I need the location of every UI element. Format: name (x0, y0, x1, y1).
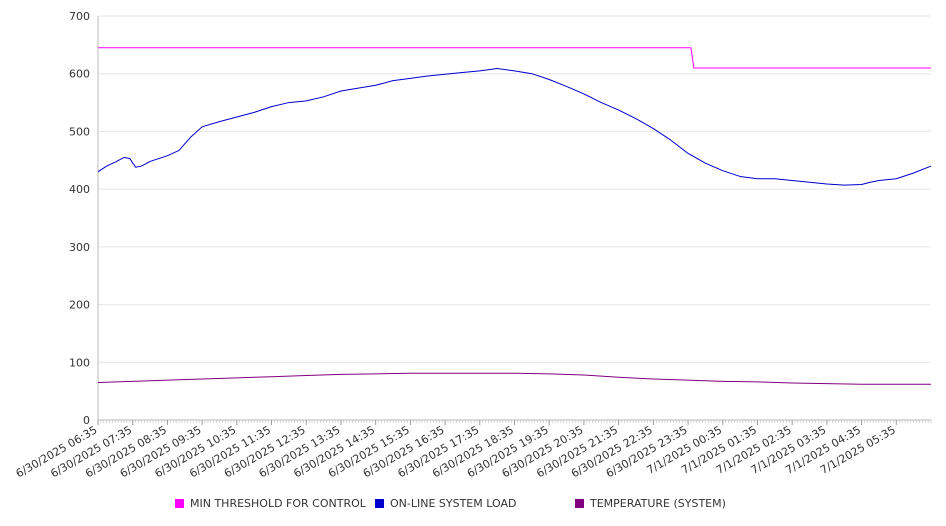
y-tick-label: 100 (69, 356, 90, 369)
legend-label-load: ON-LINE SYSTEM LOAD (390, 497, 517, 510)
legend-item-threshold[interactable]: MIN THRESHOLD FOR CONTROL (175, 497, 366, 510)
x-tick-labels: 6/30/2025 06:356/30/2025 07:356/30/2025 … (14, 423, 898, 480)
series-line-load (97, 68, 932, 186)
legend-item-temperature[interactable]: TEMPERATURE (SYSTEM) (575, 497, 726, 510)
y-tick-label: 0 (83, 414, 90, 427)
y-tick-label: 200 (69, 299, 90, 312)
y-tick-label: 400 (69, 183, 90, 196)
y-tick-label: 300 (69, 241, 90, 254)
legend-label-temperature: TEMPERATURE (SYSTEM) (590, 497, 726, 510)
legend-swatch-temperature (575, 499, 584, 508)
series-lines (97, 47, 932, 385)
legend: MIN THRESHOLD FOR CONTROL ON-LINE SYSTEM… (0, 497, 946, 515)
y-tick-labels: 0 100 200 300 400 500 600 700 (69, 10, 90, 427)
legend-swatch-load (375, 499, 384, 508)
line-chart: 0 100 200 300 400 500 600 700 6/30/2025 06:356/… (14, 10, 932, 480)
series-line-threshold (98, 47, 931, 69)
y-tick-label: 500 (69, 125, 90, 138)
grid-lines (98, 15, 931, 363)
legend-item-load[interactable]: ON-LINE SYSTEM LOAD (375, 497, 516, 510)
y-tick-label: 600 (69, 68, 90, 81)
y-tick-label: 700 (69, 10, 90, 23)
axes (97, 16, 932, 425)
legend-label-threshold: MIN THRESHOLD FOR CONTROL (190, 497, 366, 510)
series-line-temperature (97, 372, 931, 385)
legend-swatch-threshold (175, 499, 184, 508)
